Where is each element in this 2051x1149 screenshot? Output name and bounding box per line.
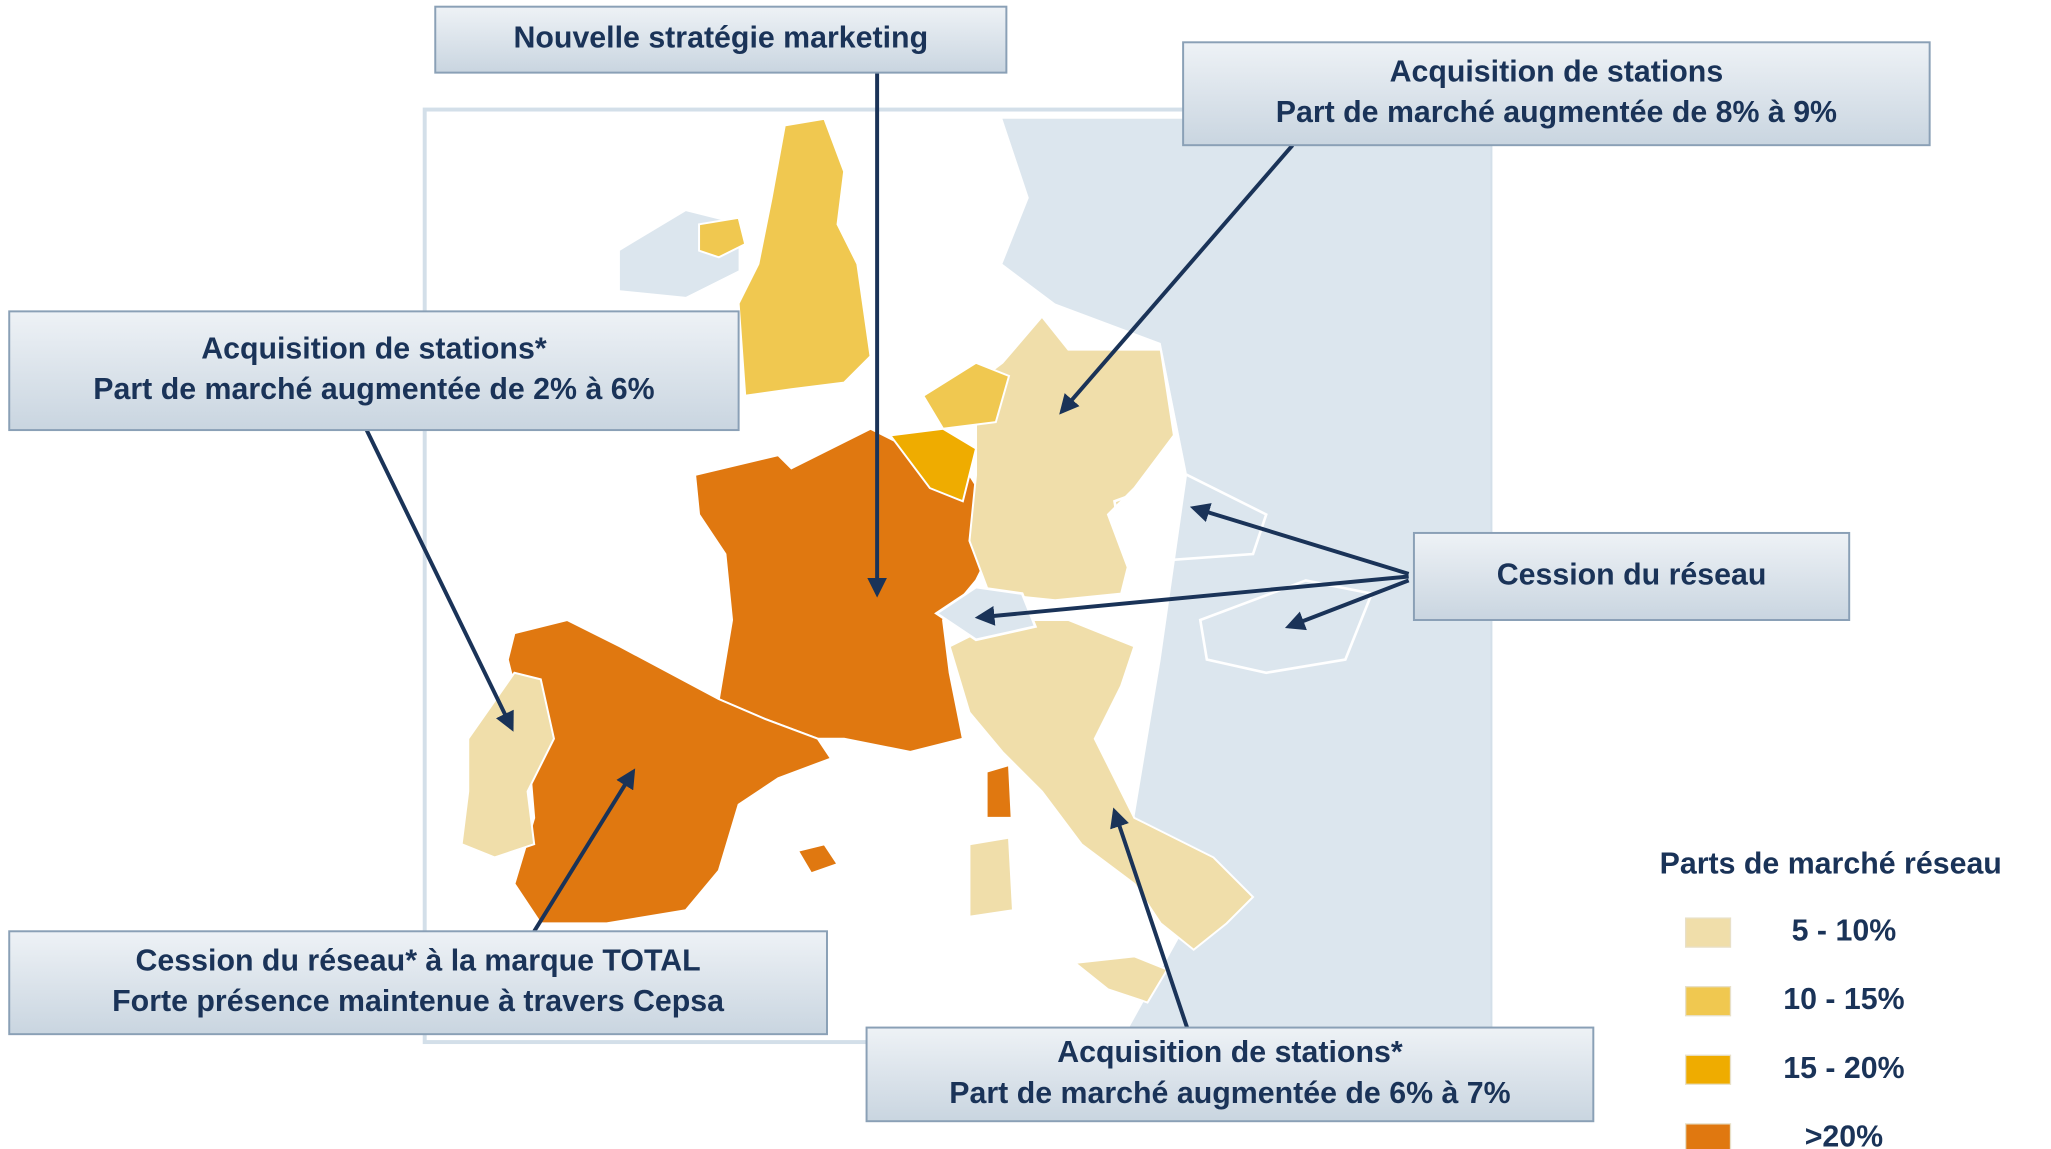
legend-swatch [1684,986,1732,1017]
austria [1113,473,1268,562]
italy [948,619,1255,952]
arrow [364,429,514,732]
hungary [1198,579,1374,675]
callout-box [8,930,828,1036]
portugal [460,671,556,859]
legend-label: >20% [1805,1120,1883,1149]
callout-text: Nouvelle stratégie marketing [513,22,928,55]
callout-text: Cession du réseau [1497,558,1767,591]
sicily [1072,955,1169,1004]
legend-label: 10 - 15% [1783,983,1904,1016]
legend-swatch [1684,917,1732,948]
corsica [985,763,1013,819]
callout-text: Forte présence maintenue à travers Cepsa [112,985,725,1018]
northern-ireland [698,216,747,259]
uk [737,117,872,397]
legend-label: 15 - 20% [1783,1052,1904,1085]
callout-text: Cession du réseau* à la marque TOTAL [136,944,701,977]
callout-text: Part de marché augmentée de 6% à 7% [949,1077,1510,1110]
arrow [532,768,636,933]
callout-box [1182,41,1931,147]
spain [506,618,833,925]
arrow [1284,578,1410,631]
arrow [1059,143,1295,415]
callout-text: Part de marché augmentée de 8% à 9% [1276,96,1837,129]
callout-text: Acquisition de stations* [201,332,547,365]
callout-box [865,1026,1595,1123]
callout-text: Acquisition de stations [1390,55,1724,88]
callout-box [434,5,1008,74]
arrow [974,574,1409,626]
legend-swatch [1684,1054,1732,1085]
legend-title: Parts de marché réseau [1660,847,2002,880]
arrow [1189,503,1410,576]
callout-box [8,310,740,432]
arrows [364,72,1410,1029]
arrow [1110,807,1189,1029]
callout-text: Acquisition de stations* [1057,1036,1403,1069]
sardinia [968,836,1015,918]
callout-box [1412,531,1851,621]
legend-label: 5 - 10% [1792,915,1897,948]
balearic [796,843,840,875]
land-east [923,118,1491,1043]
germany [968,315,1175,602]
france [694,427,1004,753]
legend-swatch [1684,1123,1732,1149]
belgium [888,427,978,503]
callout-text: Part de marché augmentée de 2% à 6% [93,373,654,406]
netherlands [921,361,1011,430]
